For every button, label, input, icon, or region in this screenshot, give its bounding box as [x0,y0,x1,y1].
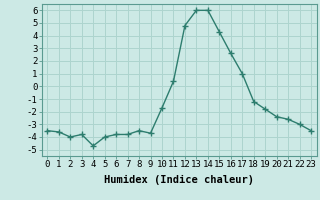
X-axis label: Humidex (Indice chaleur): Humidex (Indice chaleur) [104,175,254,185]
